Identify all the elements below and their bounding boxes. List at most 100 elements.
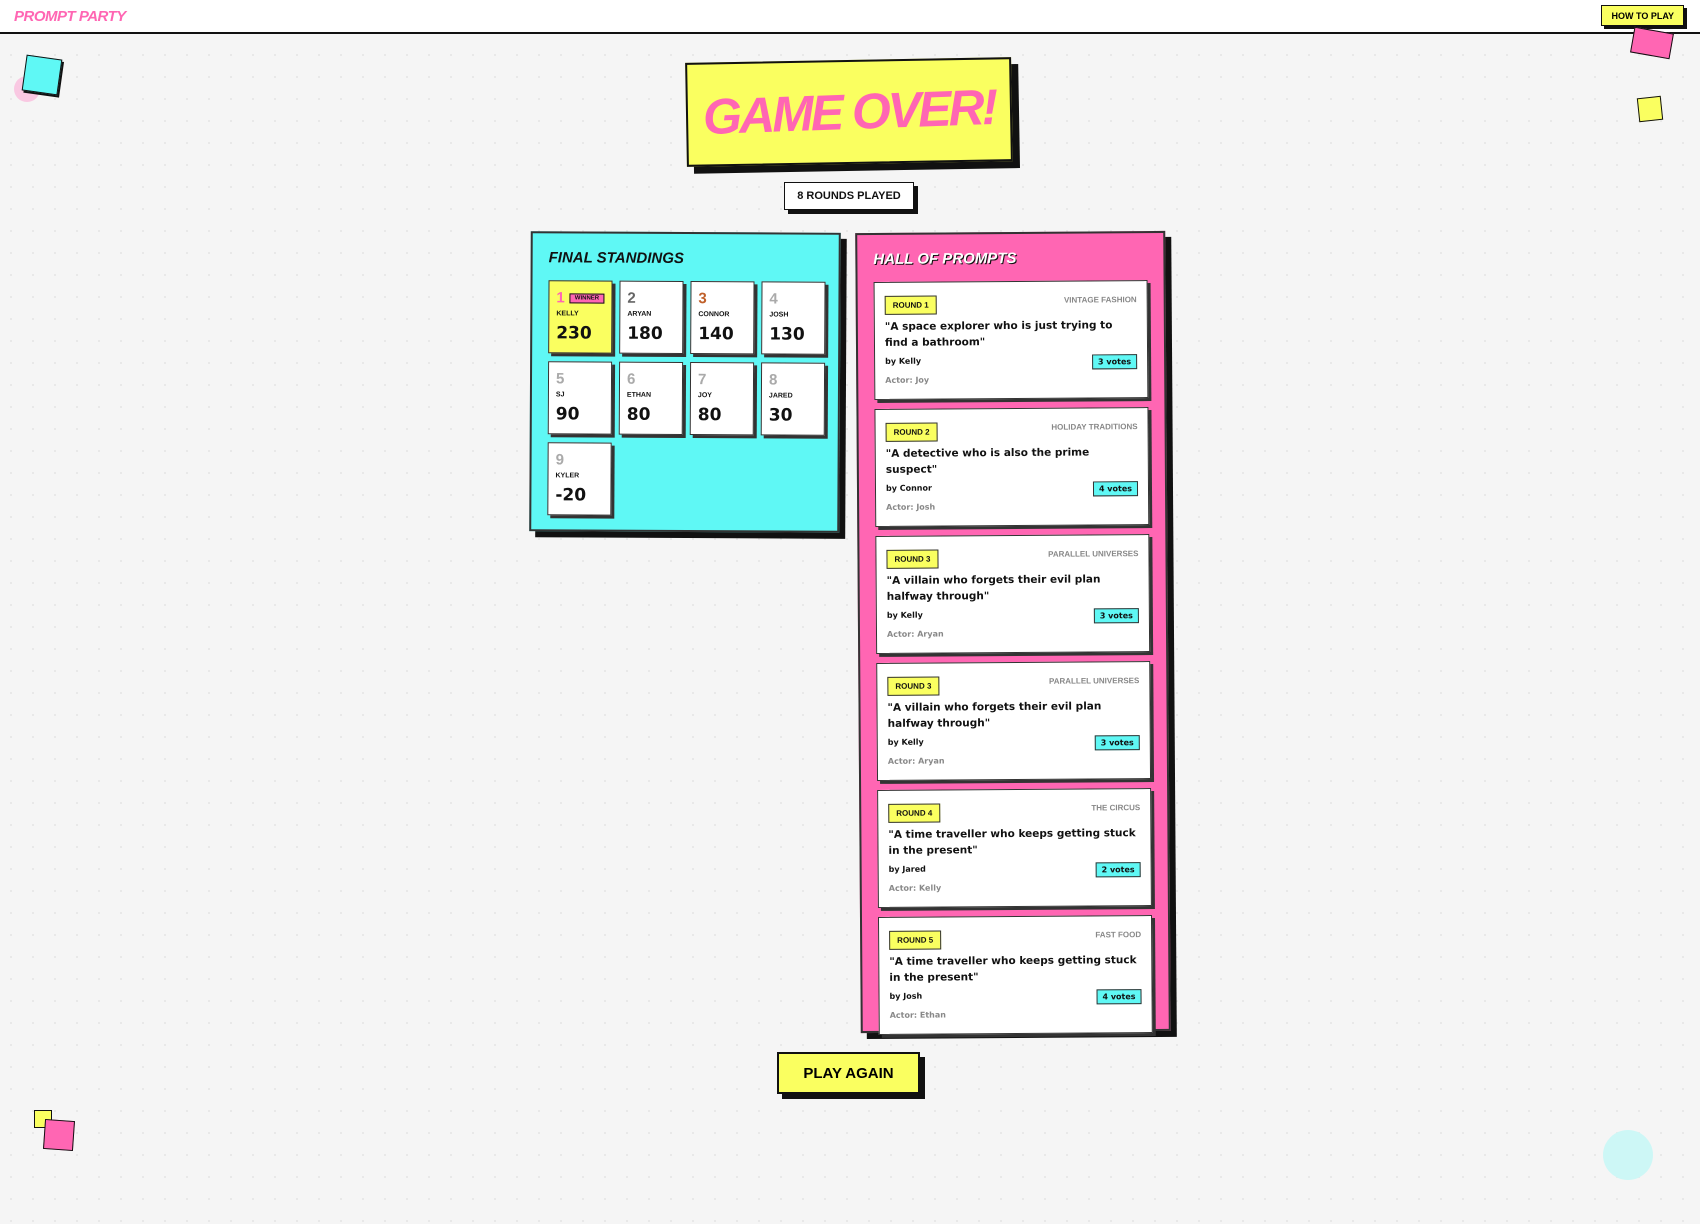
votes-badge: 3 votes <box>1091 354 1138 370</box>
prompt-actor: Actor: Josh <box>886 502 936 512</box>
player-name: SJ <box>555 391 565 399</box>
player-card: 7 JOY 80 <box>689 362 755 436</box>
votes-badge: 4 votes <box>1092 481 1139 497</box>
player-rank: 9 <box>556 451 604 468</box>
decor-square-pink <box>1630 26 1674 60</box>
how-to-play-button[interactable]: HOW TO PLAY <box>1601 5 1684 26</box>
hall-title: HALL OF PROMPTS <box>873 249 1017 268</box>
round-badge: ROUND 1 <box>884 295 937 315</box>
player-score: 180 <box>627 323 663 344</box>
prompt-card: ROUND 5 FAST FOOD "A time traveller who … <box>877 915 1153 1035</box>
logo[interactable]: PROMPT PARTY <box>14 8 126 25</box>
prompt-card: ROUND 1 VINTAGE FASHION "A space explore… <box>873 280 1149 400</box>
player-name: JARED <box>768 392 793 400</box>
prompt-theme: HOLIDAY TRADITIONS <box>1051 422 1138 432</box>
player-score: 230 <box>556 323 592 344</box>
decor-circle-cyan <box>1603 1130 1653 1180</box>
prompt-card: ROUND 4 THE CIRCUS "A time traveller who… <box>877 788 1152 908</box>
round-badge: ROUND 4 <box>888 803 941 823</box>
round-badge: ROUND 3 <box>886 549 939 569</box>
player-name: CONNOR <box>698 311 730 319</box>
prompt-theme: PARALLEL UNIVERSES <box>1048 676 1140 686</box>
player-rank: 7 <box>698 371 746 388</box>
player-score: 130 <box>769 324 805 345</box>
player-card: 8 JARED 30 <box>760 362 826 436</box>
play-again-button[interactable]: PLAY AGAIN <box>777 1052 920 1094</box>
player-name: ETHAN <box>626 391 652 399</box>
player-name: JOY <box>697 392 712 400</box>
player-card: 5 SJ 90 <box>547 361 613 435</box>
page-title: GAME OVER! <box>701 78 997 146</box>
votes-badge: 3 votes <box>1093 608 1139 624</box>
player-name: ARYAN <box>627 310 652 318</box>
rank-number: 6 <box>626 370 636 388</box>
prompt-text: "A time traveller who keeps getting stuc… <box>889 954 1137 984</box>
prompt-text: "A villain who forgets their evil plan h… <box>886 573 1101 603</box>
final-standings-panel: FINAL STANDINGS 1 WINNER KELLY 230 2 ARYAN… <box>529 231 841 533</box>
round-badge: ROUND 5 <box>889 930 942 950</box>
rank-number: 5 <box>555 370 565 388</box>
player-card: 1 WINNER KELLY 230 <box>548 280 613 354</box>
player-rank: 2 <box>627 290 675 307</box>
player-name: KELLY <box>556 310 579 318</box>
prompt-actor: Actor: Ethan <box>889 1010 946 1020</box>
votes-badge: 3 votes <box>1094 735 1140 751</box>
player-card: 2 ARYAN 180 <box>619 280 684 354</box>
player-card: 3 CONNOR 140 <box>690 281 755 355</box>
prompt-list: ROUND 1 VINTAGE FASHION "A space explore… <box>873 280 1153 1035</box>
player-card: 4 JOSH 130 <box>761 281 826 355</box>
player-score: 80 <box>626 404 651 425</box>
rank-number: 8 <box>768 371 778 389</box>
prompt-card: ROUND 3 PARALLEL UNIVERSES "A villain wh… <box>875 534 1151 654</box>
decor-square-cyan <box>21 54 63 96</box>
round-badge: ROUND 2 <box>885 422 938 442</box>
player-score: 90 <box>555 404 580 425</box>
player-rank: 3 <box>698 290 746 307</box>
player-name: KYLER <box>555 472 580 480</box>
player-rank: 1 WINNER <box>556 289 605 307</box>
player-card: 9 KYLER -20 <box>547 442 612 516</box>
round-badge: ROUND 3 <box>887 676 940 696</box>
player-rank: 8 <box>769 371 817 388</box>
decor-square-yellow <box>1636 95 1664 123</box>
prompt-card: ROUND 3 PARALLEL UNIVERSES "A villain wh… <box>876 661 1152 781</box>
prompt-actor: Actor: Joy <box>885 375 930 385</box>
rank-number: 9 <box>555 451 564 469</box>
prompt-text: "A space explorer who is just trying to … <box>884 319 1113 349</box>
prompt-theme: PARALLEL UNIVERSES <box>1048 549 1139 559</box>
rank-number: 1 <box>556 289 565 307</box>
rank-number: 2 <box>627 289 636 307</box>
hall-of-prompts-panel: HALL OF PROMPTS ROUND 1 VINTAGE FASHION … <box>855 230 1171 1035</box>
prompt-theme: FAST FOOD <box>1095 930 1142 940</box>
player-score: 30 <box>768 405 793 426</box>
prompt-theme: THE CIRCUS <box>1091 803 1141 813</box>
player-score: 80 <box>697 405 722 426</box>
prompt-actor: Actor: Aryan <box>887 756 945 766</box>
votes-badge: 2 votes <box>1095 862 1141 878</box>
prompt-actor: Actor: Kelly <box>888 883 942 893</box>
player-score: -20 <box>555 485 587 506</box>
prompt-text: "A villain who forgets their evil plan h… <box>887 700 1102 730</box>
winner-badge: WINNER <box>569 292 605 304</box>
prompt-actor: Actor: Aryan <box>886 629 944 639</box>
player-rank: 4 <box>769 290 817 307</box>
prompt-text: "A detective who is also the prime suspe… <box>885 446 1090 476</box>
player-rank: 6 <box>627 371 675 388</box>
player-name: JOSH <box>769 311 789 319</box>
player-score: 140 <box>698 324 734 345</box>
votes-badge: 4 votes <box>1096 989 1142 1005</box>
rank-number: 7 <box>697 371 707 389</box>
rounds-played-badge: 8 ROUNDS PLAYED <box>784 182 914 210</box>
standings-title: FINAL STANDINGS <box>548 249 684 267</box>
player-card: 6 ETHAN 80 <box>618 361 684 435</box>
player-rank: 5 <box>556 370 604 387</box>
rank-number: 3 <box>698 290 707 308</box>
prompt-theme: VINTAGE FASHION <box>1063 295 1137 305</box>
decor-square-pink-bottom <box>42 1118 76 1152</box>
game-over-banner: GAME OVER! <box>685 57 1013 167</box>
standings-grid: 1 WINNER KELLY 230 2 ARYAN 180 3 CONNOR 140… <box>547 280 826 516</box>
prompt-card: ROUND 2 HOLIDAY TRADITIONS "A detective … <box>874 407 1150 527</box>
top-bar: PROMPT PARTY HOW TO PLAY <box>0 0 1700 34</box>
prompt-text: "A time traveller who keeps getting stuc… <box>888 827 1136 857</box>
rank-number: 4 <box>769 290 778 308</box>
